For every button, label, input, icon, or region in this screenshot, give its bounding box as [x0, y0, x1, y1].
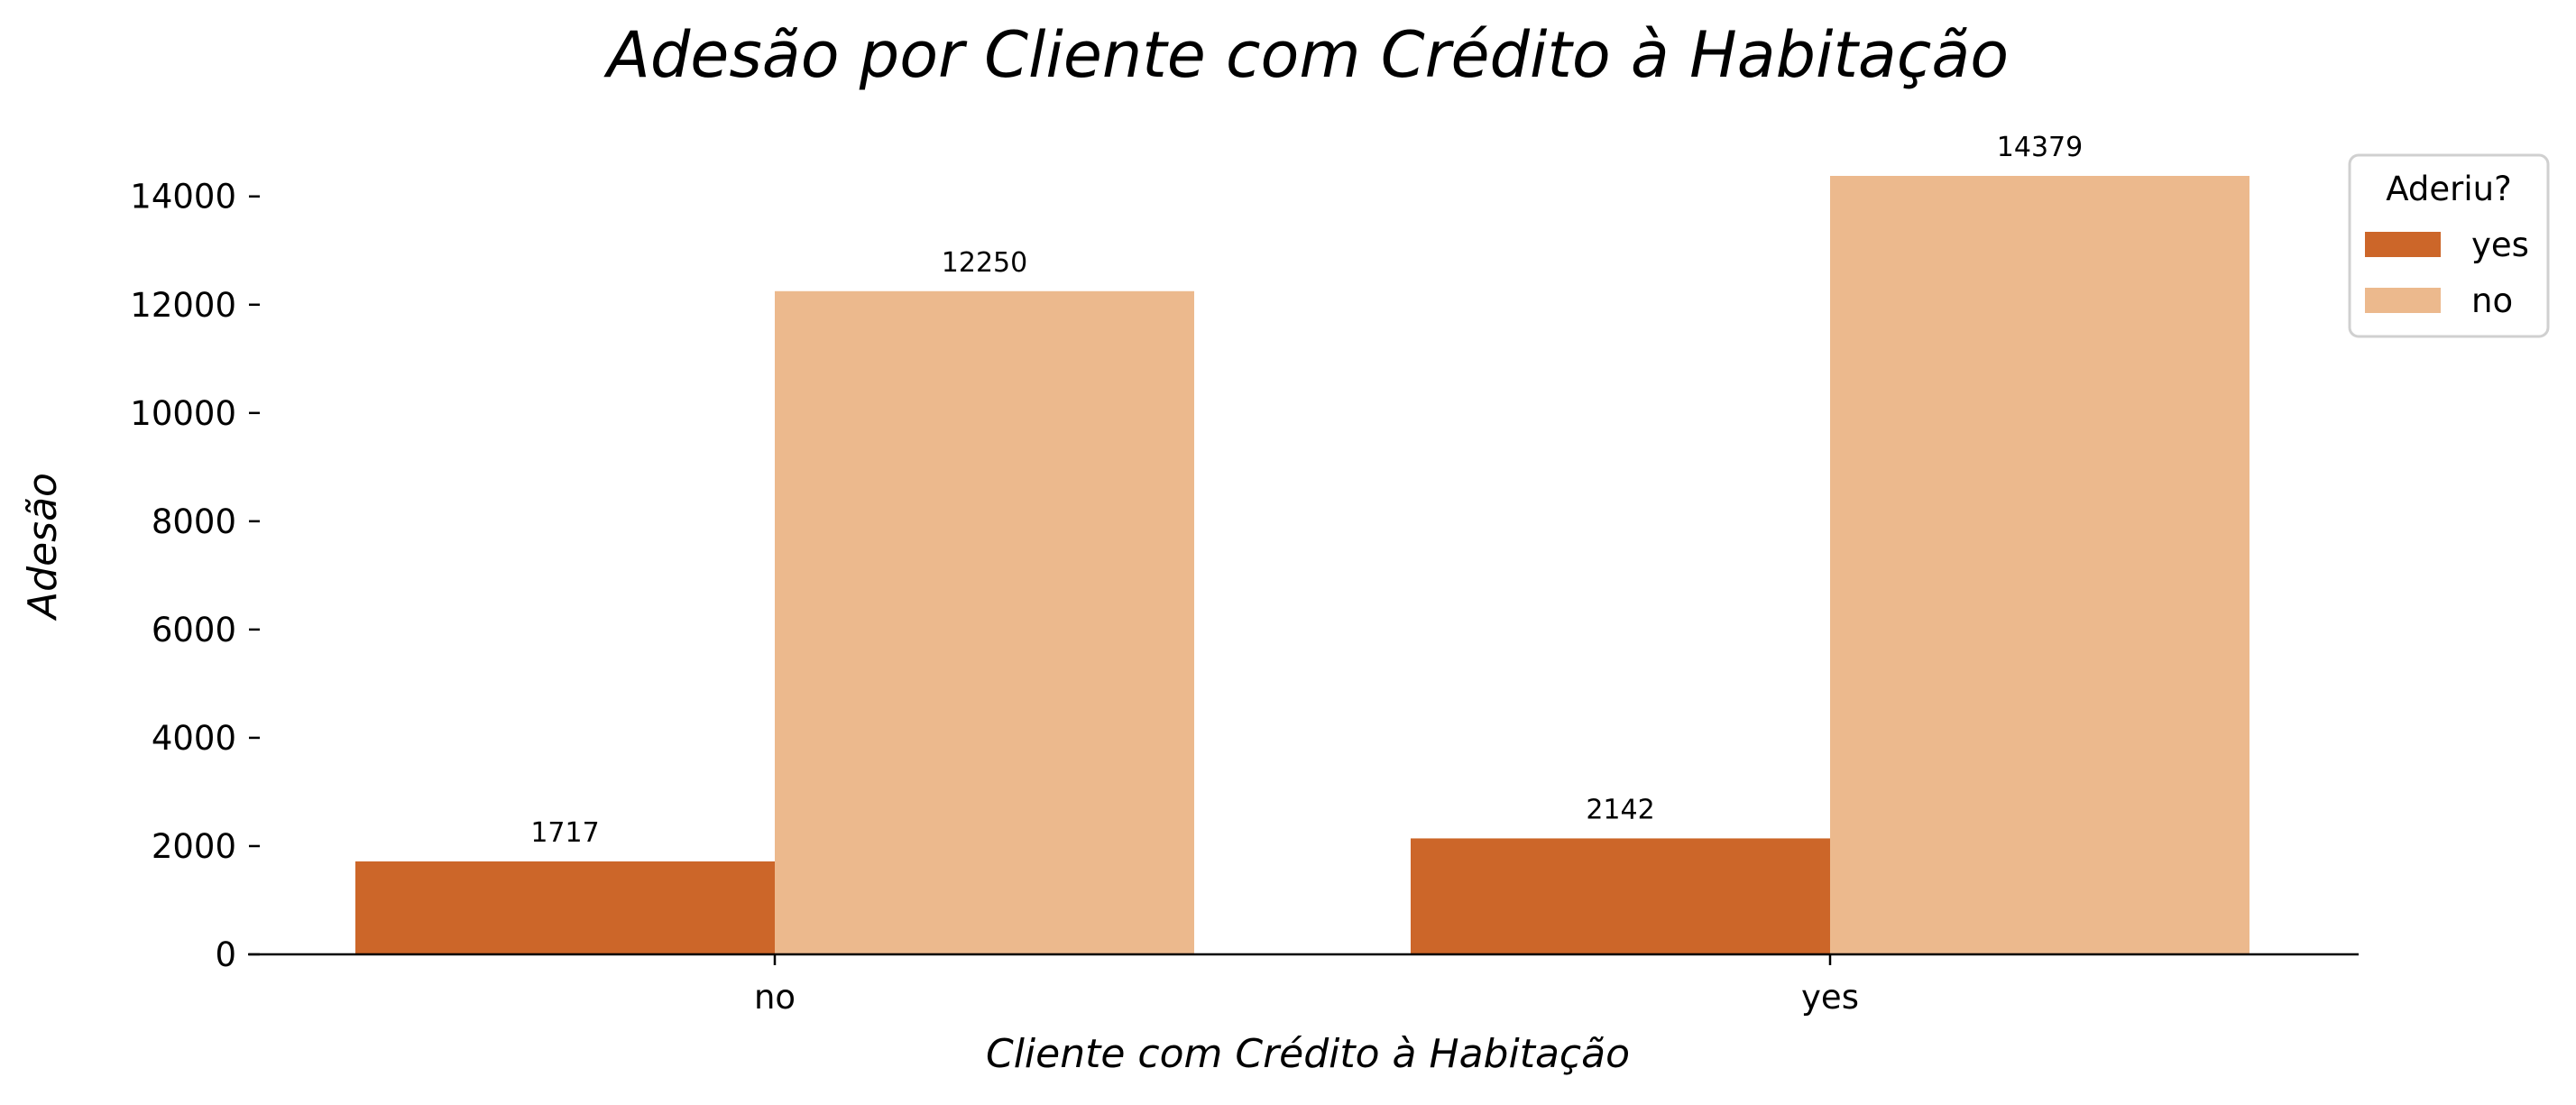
bar-no-no — [775, 290, 1194, 954]
data-label: 2142 — [1586, 794, 1654, 825]
y-tick-label: 6000 — [152, 611, 236, 649]
y-axis-title: Adesão — [20, 473, 66, 622]
x-axis-title: Cliente com Crédito à Habitação — [986, 1031, 1630, 1077]
x-tick-label: yes — [1801, 978, 1859, 1017]
data-labels: 1717 12250 2142 14379 — [530, 132, 2083, 849]
bar-yes-yes — [1411, 838, 1830, 954]
data-label: 12250 — [942, 247, 1027, 279]
legend-label-yes: yes — [2471, 226, 2529, 264]
legend-swatch-yes — [2365, 232, 2441, 257]
y-tick-label: 2000 — [152, 827, 236, 866]
y-tick-label: 12000 — [130, 286, 236, 325]
y-tick-label: 0 — [215, 935, 236, 974]
legend-label-no: no — [2471, 281, 2513, 320]
y-axis: 0 2000 4000 6000 8000 10000 12000 14000 — [130, 178, 260, 974]
y-tick-label: 14000 — [130, 178, 236, 216]
legend-swatch-no — [2365, 288, 2441, 313]
bar-no-yes — [1830, 176, 2249, 954]
chart-title: Adesão por Cliente com Crédito à Habitaç… — [603, 18, 2009, 92]
data-label: 1717 — [530, 817, 599, 849]
x-tick-label: no — [754, 978, 796, 1017]
data-label: 14379 — [1997, 132, 2083, 163]
legend-title: Aderiu? — [2386, 170, 2512, 208]
y-tick-label: 10000 — [130, 394, 236, 433]
legend: Aderiu? yes no — [2348, 153, 2550, 338]
x-axis: no yes — [754, 954, 1859, 1017]
y-tick-label: 8000 — [152, 502, 236, 541]
bars — [355, 176, 2249, 954]
y-tick-label: 4000 — [152, 719, 236, 758]
bar-yes-no — [355, 861, 775, 954]
